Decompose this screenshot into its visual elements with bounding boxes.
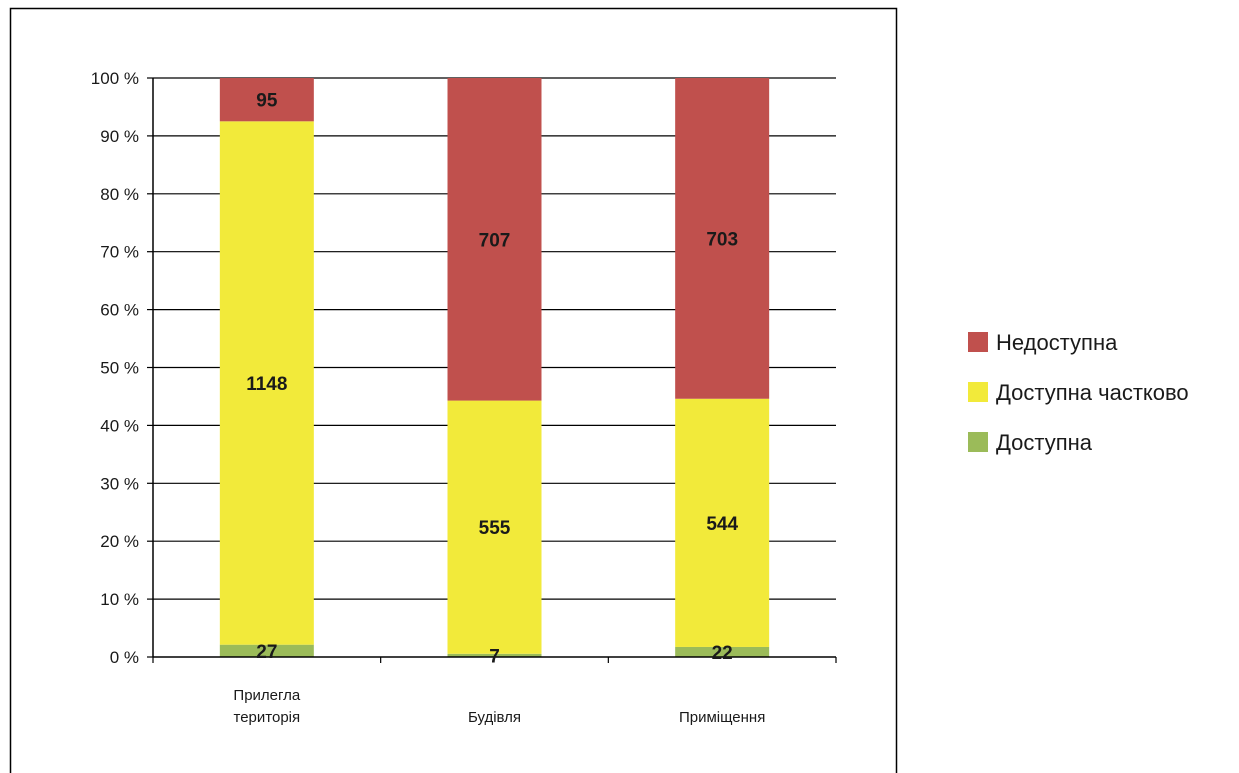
y-tick-label: 90 % <box>100 127 139 146</box>
bar-segment <box>219 121 314 645</box>
x-category-label: Будівля <box>468 709 521 726</box>
data-label: 27 <box>256 642 277 663</box>
y-tick-label: 60 % <box>100 301 139 320</box>
y-axis-tick-labels: 0 % 10 % 20 % 30 % 40 % 50 % 60 % 70 % 80 % 90 % 1… <box>91 69 139 667</box>
y-tick-label: 70 % <box>100 243 139 262</box>
bar-segment <box>675 78 770 399</box>
axes <box>147 77 837 663</box>
data-label: 544 <box>706 514 738 535</box>
bars <box>219 78 770 657</box>
x-category-label: територія <box>234 709 301 726</box>
x-category-label: Прилегла <box>233 687 300 704</box>
legend-swatch <box>968 432 988 452</box>
x-axis-category-labels: Прилегла територія Будівля Приміщення <box>233 687 765 726</box>
data-labels: 27 1148 95 7 555 707 22 544 703 <box>246 91 738 668</box>
legend-swatch <box>968 382 988 402</box>
y-tick-label: 50 % <box>100 359 139 378</box>
bar-segment <box>219 644 314 657</box>
legend: Недоступна Доступна частково Доступна <box>968 330 1189 455</box>
x-category-label: Приміщення <box>679 709 765 726</box>
data-label: 22 <box>712 643 733 664</box>
y-tick-label: 30 % <box>100 474 139 493</box>
bar-segment <box>447 400 542 654</box>
bar-segment <box>447 78 542 401</box>
data-label: 1148 <box>246 374 287 395</box>
data-label: 703 <box>706 229 738 250</box>
legend-label: Доступна частково <box>996 380 1189 405</box>
legend-swatch <box>968 332 988 352</box>
bar-segment <box>675 646 770 657</box>
legend-label: Недоступна <box>996 330 1118 355</box>
data-label: 7 <box>489 646 500 667</box>
data-label: 95 <box>256 91 278 112</box>
y-tick-label: 80 % <box>100 185 139 204</box>
bar-segment <box>675 398 770 647</box>
legend-label: Доступна <box>996 430 1093 455</box>
y-tick-label: 100 % <box>91 69 139 88</box>
data-label: 555 <box>479 518 511 539</box>
y-tick-label: 10 % <box>100 590 139 609</box>
y-tick-label: 40 % <box>100 416 139 435</box>
y-tick-label: 0 % <box>110 648 139 667</box>
data-label: 707 <box>479 230 511 251</box>
bar-segment <box>219 78 314 122</box>
bar-segment <box>447 653 542 657</box>
y-tick-label: 20 % <box>100 532 139 551</box>
